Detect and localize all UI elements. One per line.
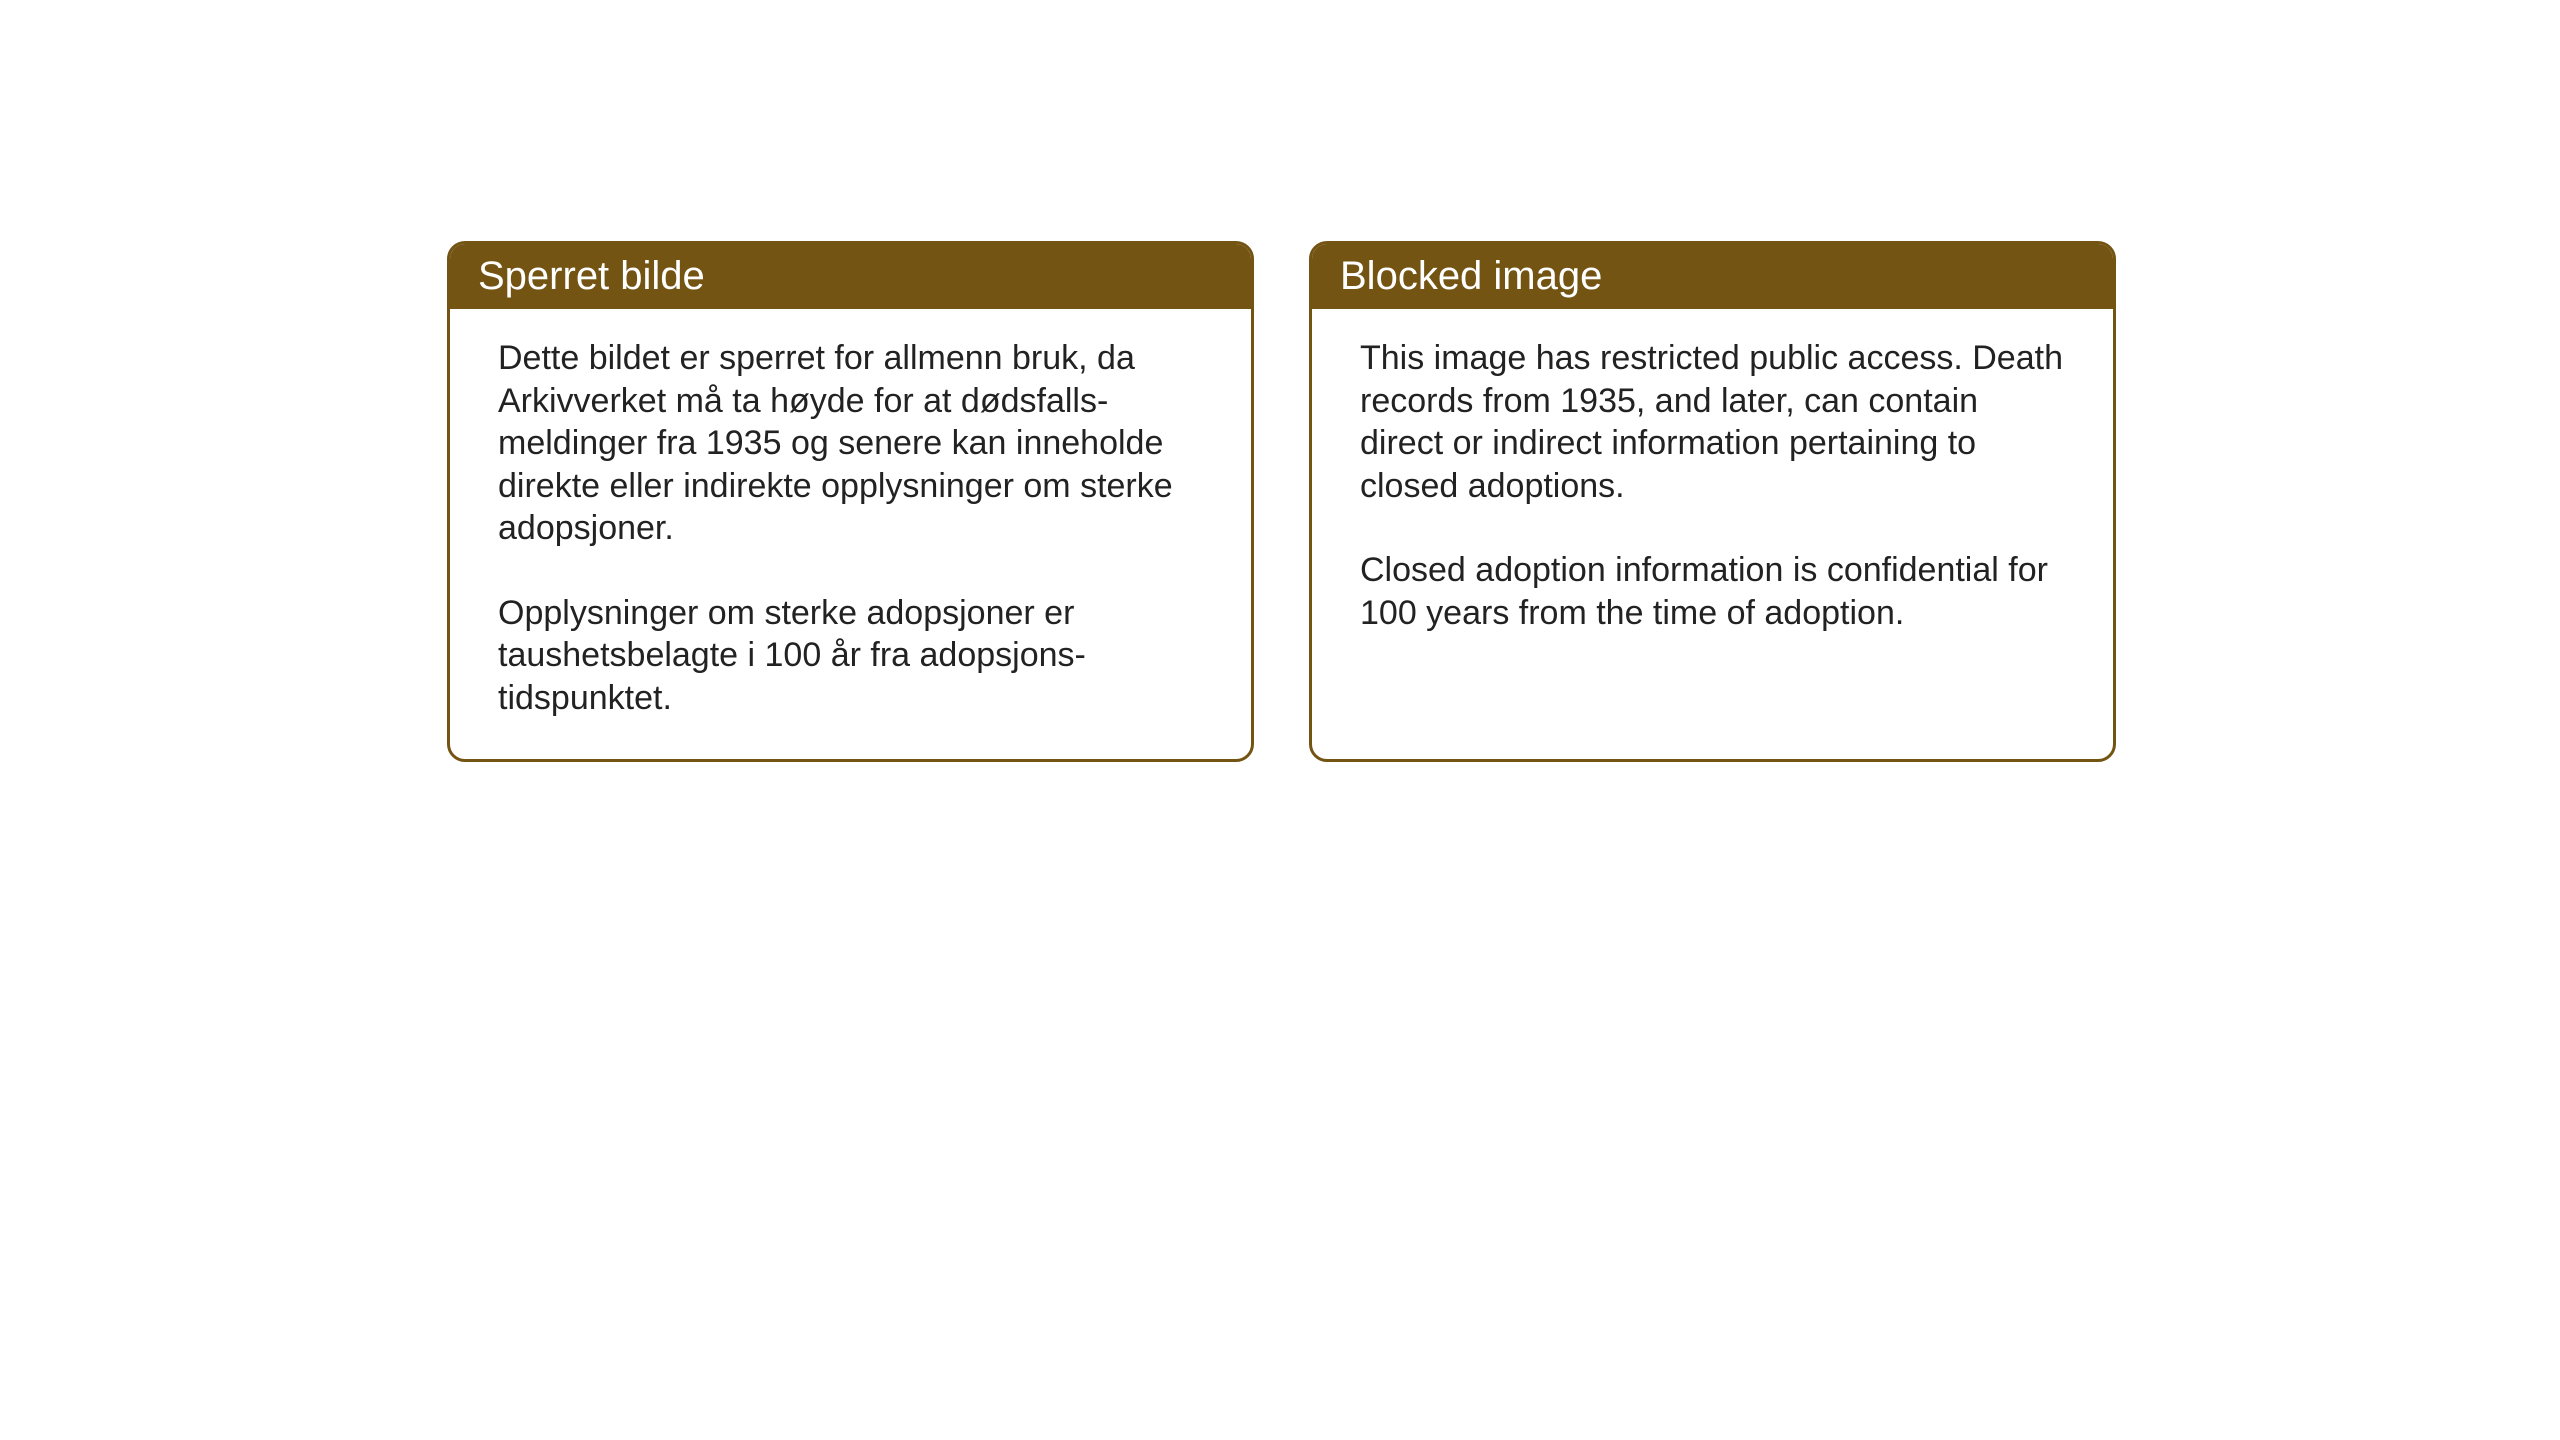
card-paragraph-1-english: This image has restricted public access.…: [1360, 337, 2065, 507]
notice-container: Sperret bilde Dette bildet er sperret fo…: [447, 241, 2116, 762]
notice-card-norwegian: Sperret bilde Dette bildet er sperret fo…: [447, 241, 1254, 762]
notice-card-english: Blocked image This image has restricted …: [1309, 241, 2116, 762]
card-header-english: Blocked image: [1312, 244, 2113, 309]
card-paragraph-2-norwegian: Opplysninger om sterke adopsjoner er tau…: [498, 592, 1203, 720]
card-title-english: Blocked image: [1340, 254, 1602, 298]
card-title-norwegian: Sperret bilde: [478, 254, 705, 298]
card-paragraph-2-english: Closed adoption information is confident…: [1360, 549, 2065, 634]
card-paragraph-1-norwegian: Dette bildet er sperret for allmenn bruk…: [498, 337, 1203, 550]
card-body-english: This image has restricted public access.…: [1312, 309, 2113, 751]
card-body-norwegian: Dette bildet er sperret for allmenn bruk…: [450, 309, 1251, 759]
card-header-norwegian: Sperret bilde: [450, 244, 1251, 309]
